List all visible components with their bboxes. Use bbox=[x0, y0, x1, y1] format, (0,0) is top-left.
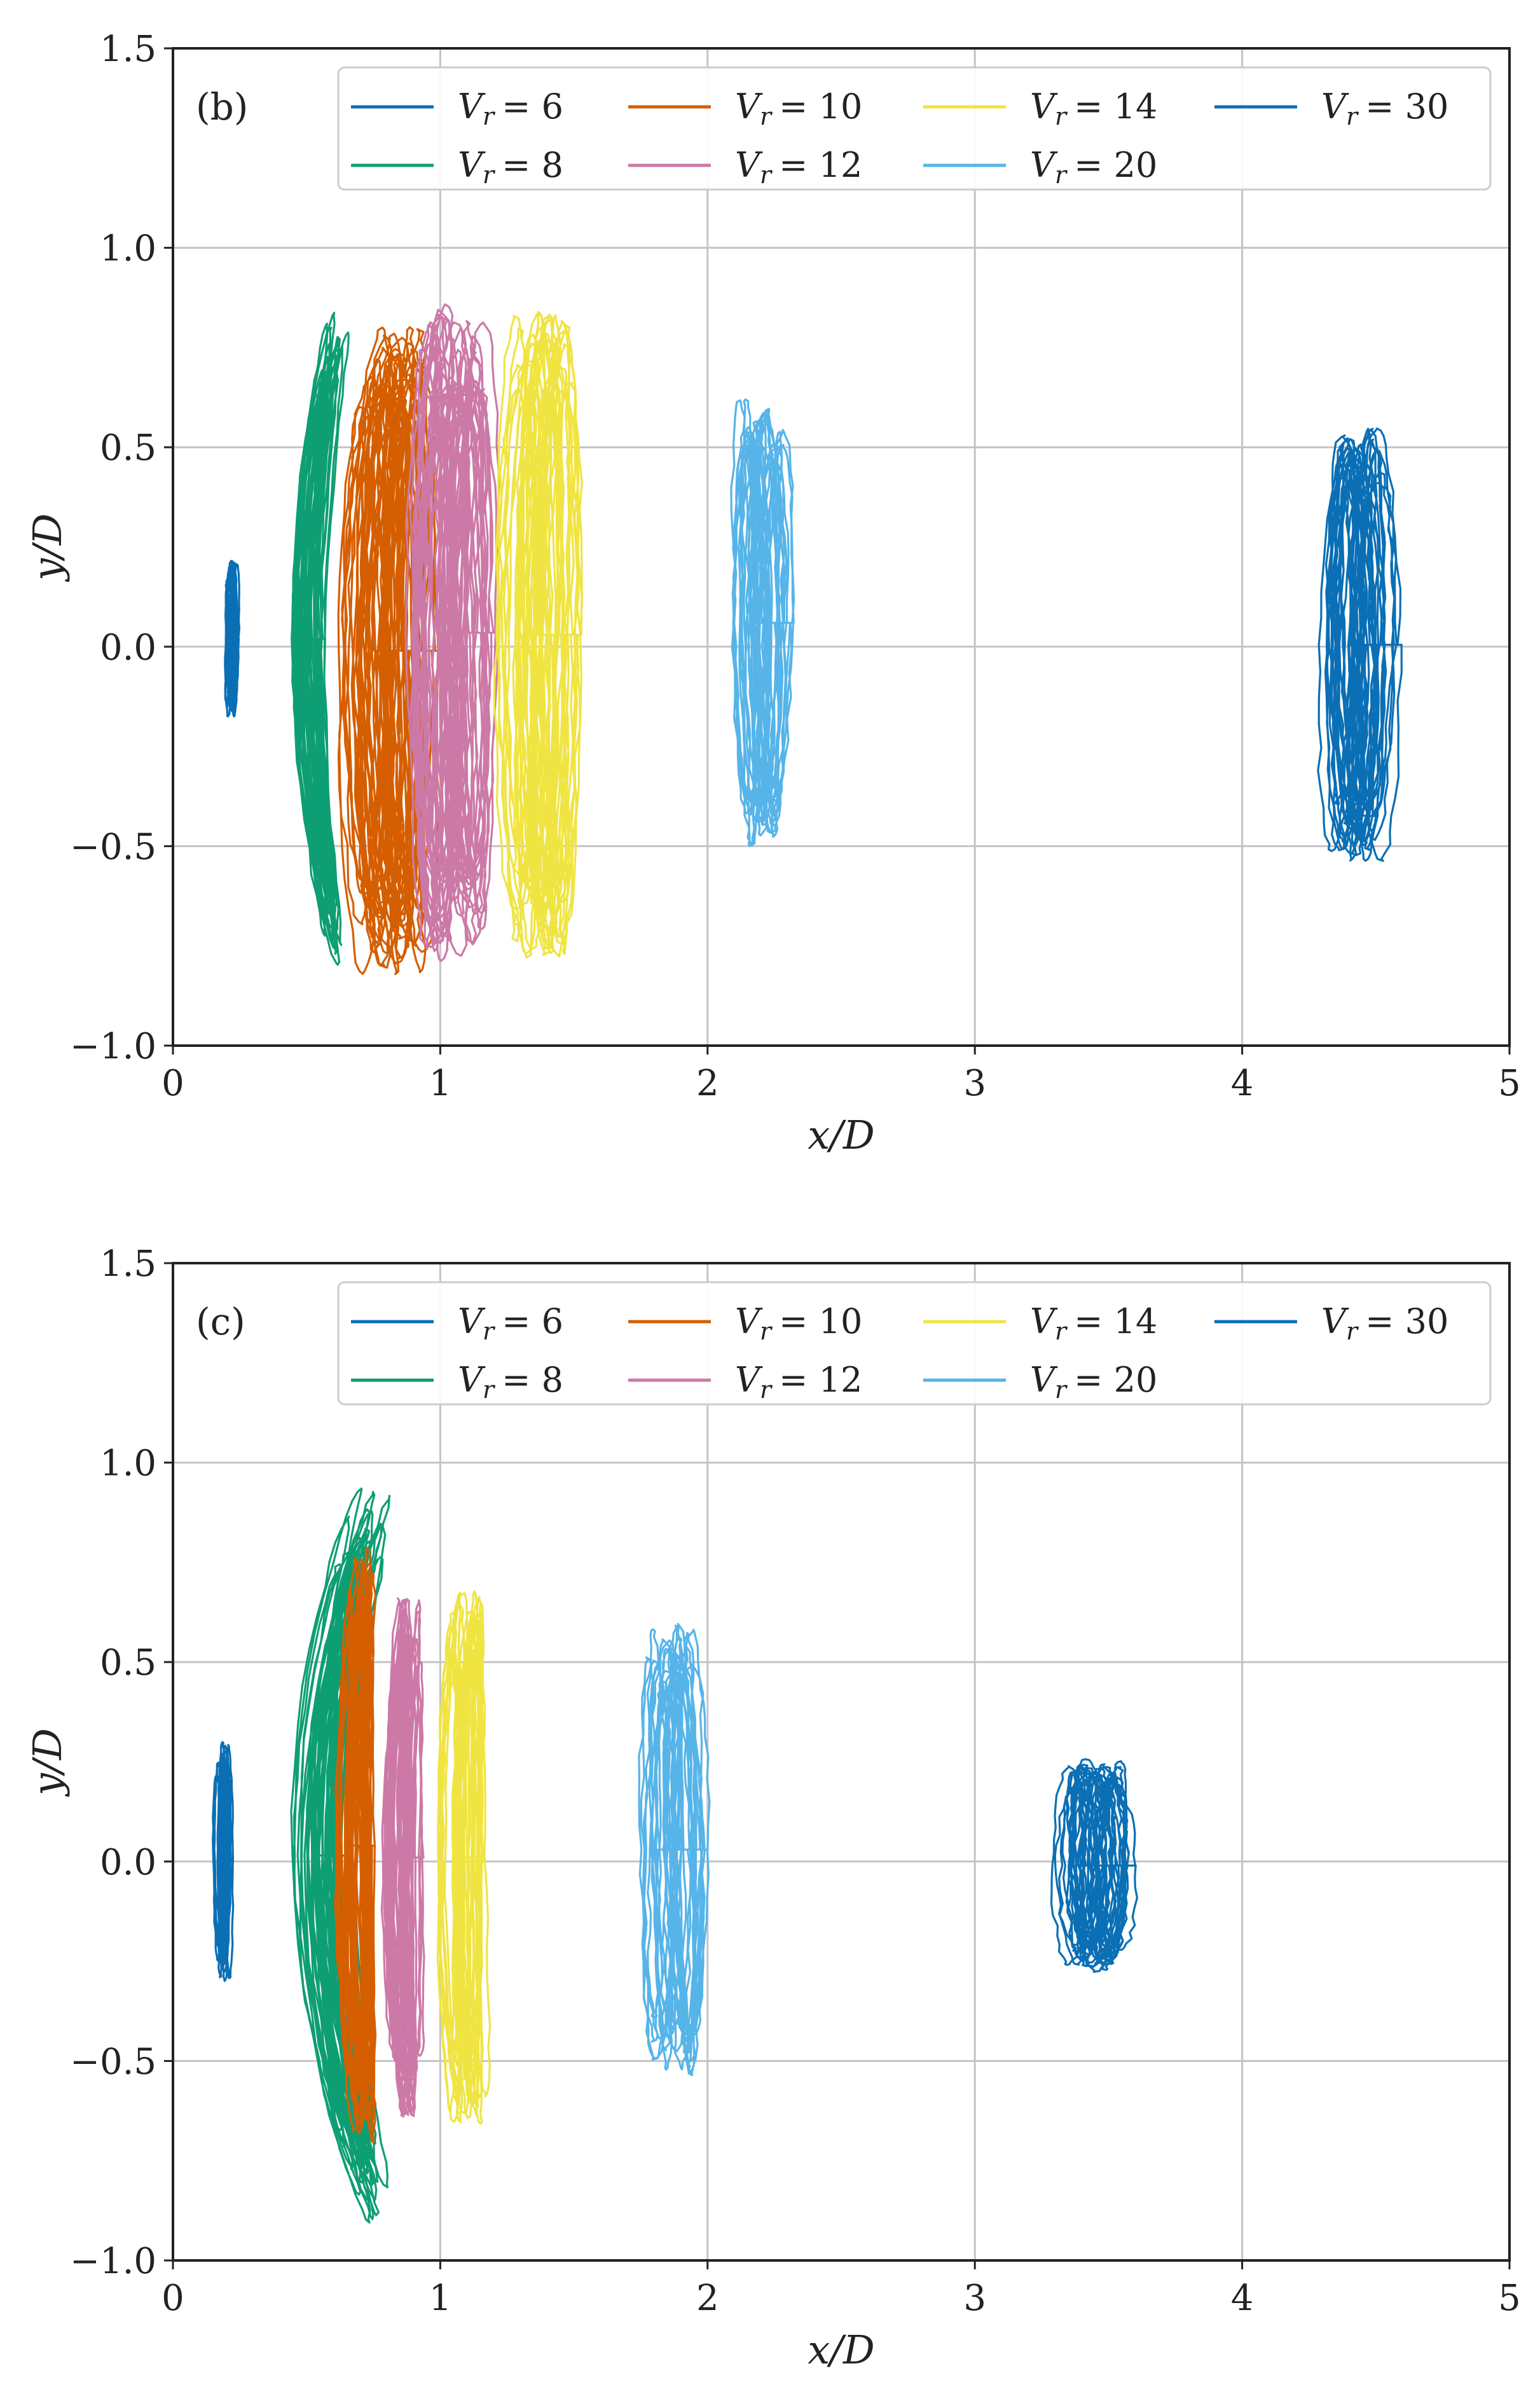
x-tick-label: 1 bbox=[429, 1063, 452, 1104]
x-tick-label: 1 bbox=[429, 2278, 452, 2319]
x-axis-label: x/D bbox=[808, 1112, 875, 1158]
trajectory-20 bbox=[638, 1623, 711, 2077]
data-layer bbox=[224, 303, 1403, 976]
y-tick-label: 1.5 bbox=[100, 1243, 156, 1285]
x-axis-label: x/D bbox=[808, 2327, 875, 2373]
axes-frame bbox=[172, 1262, 1511, 2262]
y-tick-label: 0.5 bbox=[100, 1642, 156, 1684]
x-tick-label: 5 bbox=[1498, 1063, 1521, 1104]
trajectory-12 bbox=[404, 303, 500, 962]
y-tick-label: −1.0 bbox=[70, 1026, 156, 1067]
panel-1: 0 1 2 3 4 5 −1.0 −0.5 0.0 0.5 1.0 1.5 (c) x/D y/D Vr = 6… bbox=[24, 1243, 1521, 2373]
legend-label: Vr = 14 bbox=[1030, 86, 1157, 130]
trajectory-20 bbox=[730, 398, 795, 847]
panel-label: (c) bbox=[196, 1300, 245, 1343]
y-tick-label: −1.0 bbox=[70, 2241, 156, 2282]
y-tick-label: 1.0 bbox=[100, 228, 156, 270]
legend-label: Vr = 30 bbox=[1321, 86, 1448, 130]
trajectory-6 bbox=[224, 560, 240, 718]
trajectory-6 bbox=[212, 1741, 235, 1982]
trajectory-14 bbox=[436, 1590, 492, 2125]
y-tick-label: 0.0 bbox=[100, 1842, 156, 1883]
y-axis-label: y/D bbox=[24, 513, 71, 583]
x-tick-label: 2 bbox=[696, 1063, 719, 1104]
x-tick-label: 3 bbox=[963, 1063, 986, 1104]
y-tick-label: 0.5 bbox=[100, 427, 156, 469]
x-tick-label: 0 bbox=[162, 1063, 184, 1104]
trajectory-30 bbox=[1050, 1758, 1138, 1973]
legend-label: Vr = 20 bbox=[1030, 145, 1157, 189]
panel-0: 0 1 2 3 4 5 −1.0 −0.5 0.0 0.5 1.0 1.5 (b) x/D y/D Vr = 6… bbox=[24, 29, 1521, 1158]
y-tick-label: −0.5 bbox=[70, 2041, 156, 2082]
legend-label: Vr = 12 bbox=[735, 145, 862, 189]
legend-label: Vr = 14 bbox=[1030, 1301, 1157, 1345]
x-tick-label: 0 bbox=[162, 2278, 184, 2319]
trajectory-8 bbox=[291, 312, 350, 966]
x-tick-label: 2 bbox=[696, 2278, 719, 2319]
y-tick-label: 1.5 bbox=[100, 29, 156, 70]
legend-box bbox=[337, 66, 1492, 191]
legend-label: Vr = 20 bbox=[1030, 1360, 1157, 1404]
trajectory-10 bbox=[334, 1547, 377, 2144]
legend-box bbox=[337, 1281, 1492, 1406]
y-axis-label: y/D bbox=[24, 1728, 71, 1797]
x-tick-label: 5 bbox=[1498, 2278, 1521, 2319]
legend-label: Vr = 12 bbox=[735, 1360, 862, 1404]
x-tick-label: 4 bbox=[1231, 1063, 1254, 1104]
trajectory-30 bbox=[1317, 427, 1403, 862]
legend-label: Vr = 8 bbox=[458, 1360, 563, 1404]
y-tick-label: −0.5 bbox=[70, 826, 156, 868]
panel-label: (b) bbox=[196, 85, 248, 128]
x-tick-label: 4 bbox=[1231, 2278, 1254, 2319]
x-tick-label: 3 bbox=[963, 2278, 986, 2319]
y-tick-label: 1.0 bbox=[100, 1443, 156, 1484]
legend-label: Vr = 10 bbox=[735, 1301, 862, 1345]
axes-frame bbox=[172, 47, 1511, 1047]
trajectory-12 bbox=[380, 1597, 425, 2118]
legend-label: Vr = 8 bbox=[458, 145, 563, 189]
trajectory-14 bbox=[493, 311, 583, 958]
legend-label: Vr = 6 bbox=[458, 86, 563, 130]
legend-label: Vr = 30 bbox=[1321, 1301, 1448, 1345]
y-tick-label: 0.0 bbox=[100, 627, 156, 668]
legend-label: Vr = 10 bbox=[735, 86, 862, 130]
legend-label: Vr = 6 bbox=[458, 1301, 563, 1345]
data-layer bbox=[212, 1487, 1138, 2224]
